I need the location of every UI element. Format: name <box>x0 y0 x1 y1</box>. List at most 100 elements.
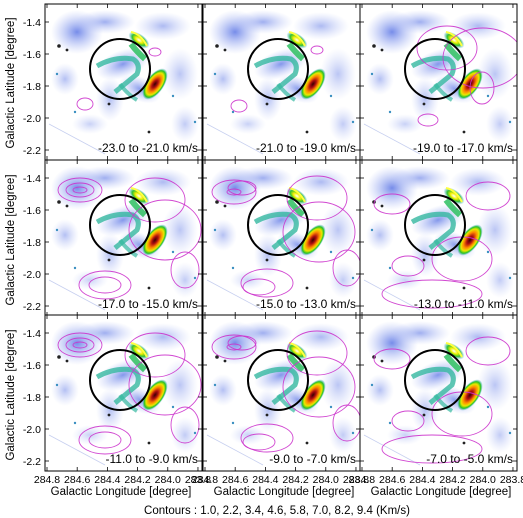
contour-ring <box>78 270 132 300</box>
contour-ring <box>226 188 242 196</box>
x-tick-label: 284.4 <box>409 474 435 486</box>
contour-ring <box>465 181 511 211</box>
channel-panel: -7.0 to -5.0 km/s 284.8 284.6 284.4 284.2 284… <box>349 314 523 486</box>
contour-ring <box>124 177 186 223</box>
x-tick-label: 283.8 <box>343 474 369 486</box>
velocity-range-label: -19.0 to -17.0 km/s <box>413 141 513 155</box>
contour-ring <box>57 332 103 358</box>
x-tick-label: 284.2 <box>124 474 150 486</box>
contour-ring <box>148 47 162 57</box>
x-tick-label: 284.2 <box>439 474 465 486</box>
contour-ring <box>76 97 94 111</box>
velocity-range-label: -11.0 to -9.0 km/s <box>106 452 198 466</box>
panel-frame <box>44 314 203 472</box>
y-tick-label: -1.8 <box>23 237 41 249</box>
x-tick-label: 284.4 <box>252 474 278 486</box>
x-tick-label: 284.6 <box>379 474 405 486</box>
x-tick-label: 284.8 <box>349 474 375 486</box>
region-circle <box>247 38 309 100</box>
x-tick-label: 284.8 <box>192 474 218 486</box>
contours-caption: Contours : 1.0, 2.2, 3.4, 4.6, 5.8, 7.0,… <box>144 505 410 517</box>
contour-ring <box>226 343 242 351</box>
contour-ring <box>332 404 360 442</box>
contour-ring <box>88 276 122 294</box>
region-circle <box>404 38 466 100</box>
contour-ring <box>417 113 439 127</box>
contour-ring <box>242 278 276 296</box>
contour-ring <box>373 348 411 370</box>
channel-panel: -21.0 to -19.0 km/s <box>202 3 361 161</box>
contour-ring <box>128 199 202 261</box>
contour-ring <box>78 425 132 455</box>
contour-ring <box>240 268 294 298</box>
contour-ring <box>373 193 411 215</box>
x-axis-title-col-2: Galactic Longitude [degree] <box>214 486 355 498</box>
x-tick-label: 284.6 <box>222 474 248 486</box>
y-tick-label: -2.2 <box>23 145 41 157</box>
contour-ring <box>72 186 88 194</box>
contour-ring <box>170 251 200 289</box>
contour-ring <box>381 279 483 309</box>
x-tick-label: 283.8 <box>500 474 523 486</box>
y-tick-label: -2.0 <box>23 113 41 125</box>
y-tick-label: -2.2 <box>23 301 41 313</box>
region-circle <box>89 349 151 411</box>
contour-ring <box>391 255 425 277</box>
panel-grid: -23.0 to -21.0 km/s-1.4-1.6-1.8-2.0-2.2-… <box>23 3 523 486</box>
contour-ring <box>282 356 356 418</box>
velocity-range-label: -7.0 to -5.0 km/s <box>426 452 513 466</box>
y-tick-label: -1.4 <box>23 173 41 185</box>
region-circle <box>247 194 309 256</box>
channel-panel: -11.0 to -9.0 km/s -1.4 -1.6 -1.8 -2.0 -2.2 28… <box>23 314 211 486</box>
contour-ring <box>65 337 95 353</box>
velocity-range-label: -21.0 to -19.0 km/s <box>256 141 356 155</box>
contour-ring <box>211 179 257 205</box>
y-tick-label: -1.8 <box>23 392 41 404</box>
y-tick-label: -1.6 <box>23 49 41 61</box>
contour-ring <box>465 336 511 366</box>
y-tick-label: -1.4 <box>23 328 41 340</box>
contour-ring <box>72 341 88 349</box>
x-tick-label: 283.8 <box>185 474 211 486</box>
velocity-range-label: -23.0 to -21.0 km/s <box>98 141 198 155</box>
region-circle <box>89 38 151 100</box>
channel-panel: -13.0 to -11.0 km/s <box>359 159 518 317</box>
region-circle <box>404 194 466 256</box>
contour-ring <box>124 332 186 378</box>
y-tick-label: -2.0 <box>23 269 41 281</box>
y-tick-label: -1.8 <box>23 81 41 93</box>
contour-ring <box>65 182 95 198</box>
x-axis-title-col-3: Galactic Longitude [degree] <box>371 486 512 498</box>
velocity-range-label: -15.0 to -13.0 km/s <box>256 297 356 311</box>
contour-ring <box>469 71 495 105</box>
contour-ring <box>227 335 257 351</box>
contour-ring <box>242 433 276 451</box>
y-axis-title-row-1: Galactic Latitude [degree] <box>5 17 17 148</box>
x-tick-label: 284.8 <box>34 474 60 486</box>
y-tick-label: -1.6 <box>23 205 41 217</box>
x-axis-title-col-1: Galactic Longitude [degree] <box>51 486 192 498</box>
region-circle <box>247 349 309 411</box>
y-axis-title-row-3: Galactic Latitude [degree] <box>5 329 17 460</box>
y-tick-label: -2.2 <box>23 456 41 468</box>
channel-panel: -23.0 to -21.0 km/s -1.4 -1.6 -1.8 -2.0 -2.2 <box>23 3 203 161</box>
contour-ring <box>416 25 478 71</box>
channel-panel: -19.0 to -17.0 km/s <box>359 3 518 161</box>
contour-ring <box>286 175 348 221</box>
channel-panel: -17.0 to -15.0 km/s -1.4 -1.6 -1.8 -2.0 -2.2 <box>23 159 203 317</box>
velocity-range-label: -9.0 to -7.0 km/s <box>269 452 356 466</box>
x-tick-label: 284.6 <box>64 474 90 486</box>
y-tick-label: -1.4 <box>23 17 41 29</box>
x-tick-label: 284.2 <box>282 474 308 486</box>
contour-ring <box>227 180 257 196</box>
x-tick-label: 284.0 <box>155 474 181 486</box>
contour-ring <box>170 406 200 444</box>
x-tick-label: 284.0 <box>470 474 496 486</box>
region-circle <box>89 194 151 256</box>
velocity-range-label: -13.0 to -11.0 km/s <box>414 297 513 311</box>
contour-ring <box>57 177 103 203</box>
region-circle <box>404 349 466 411</box>
contour-ring <box>332 249 360 287</box>
contour-ring <box>240 423 294 453</box>
